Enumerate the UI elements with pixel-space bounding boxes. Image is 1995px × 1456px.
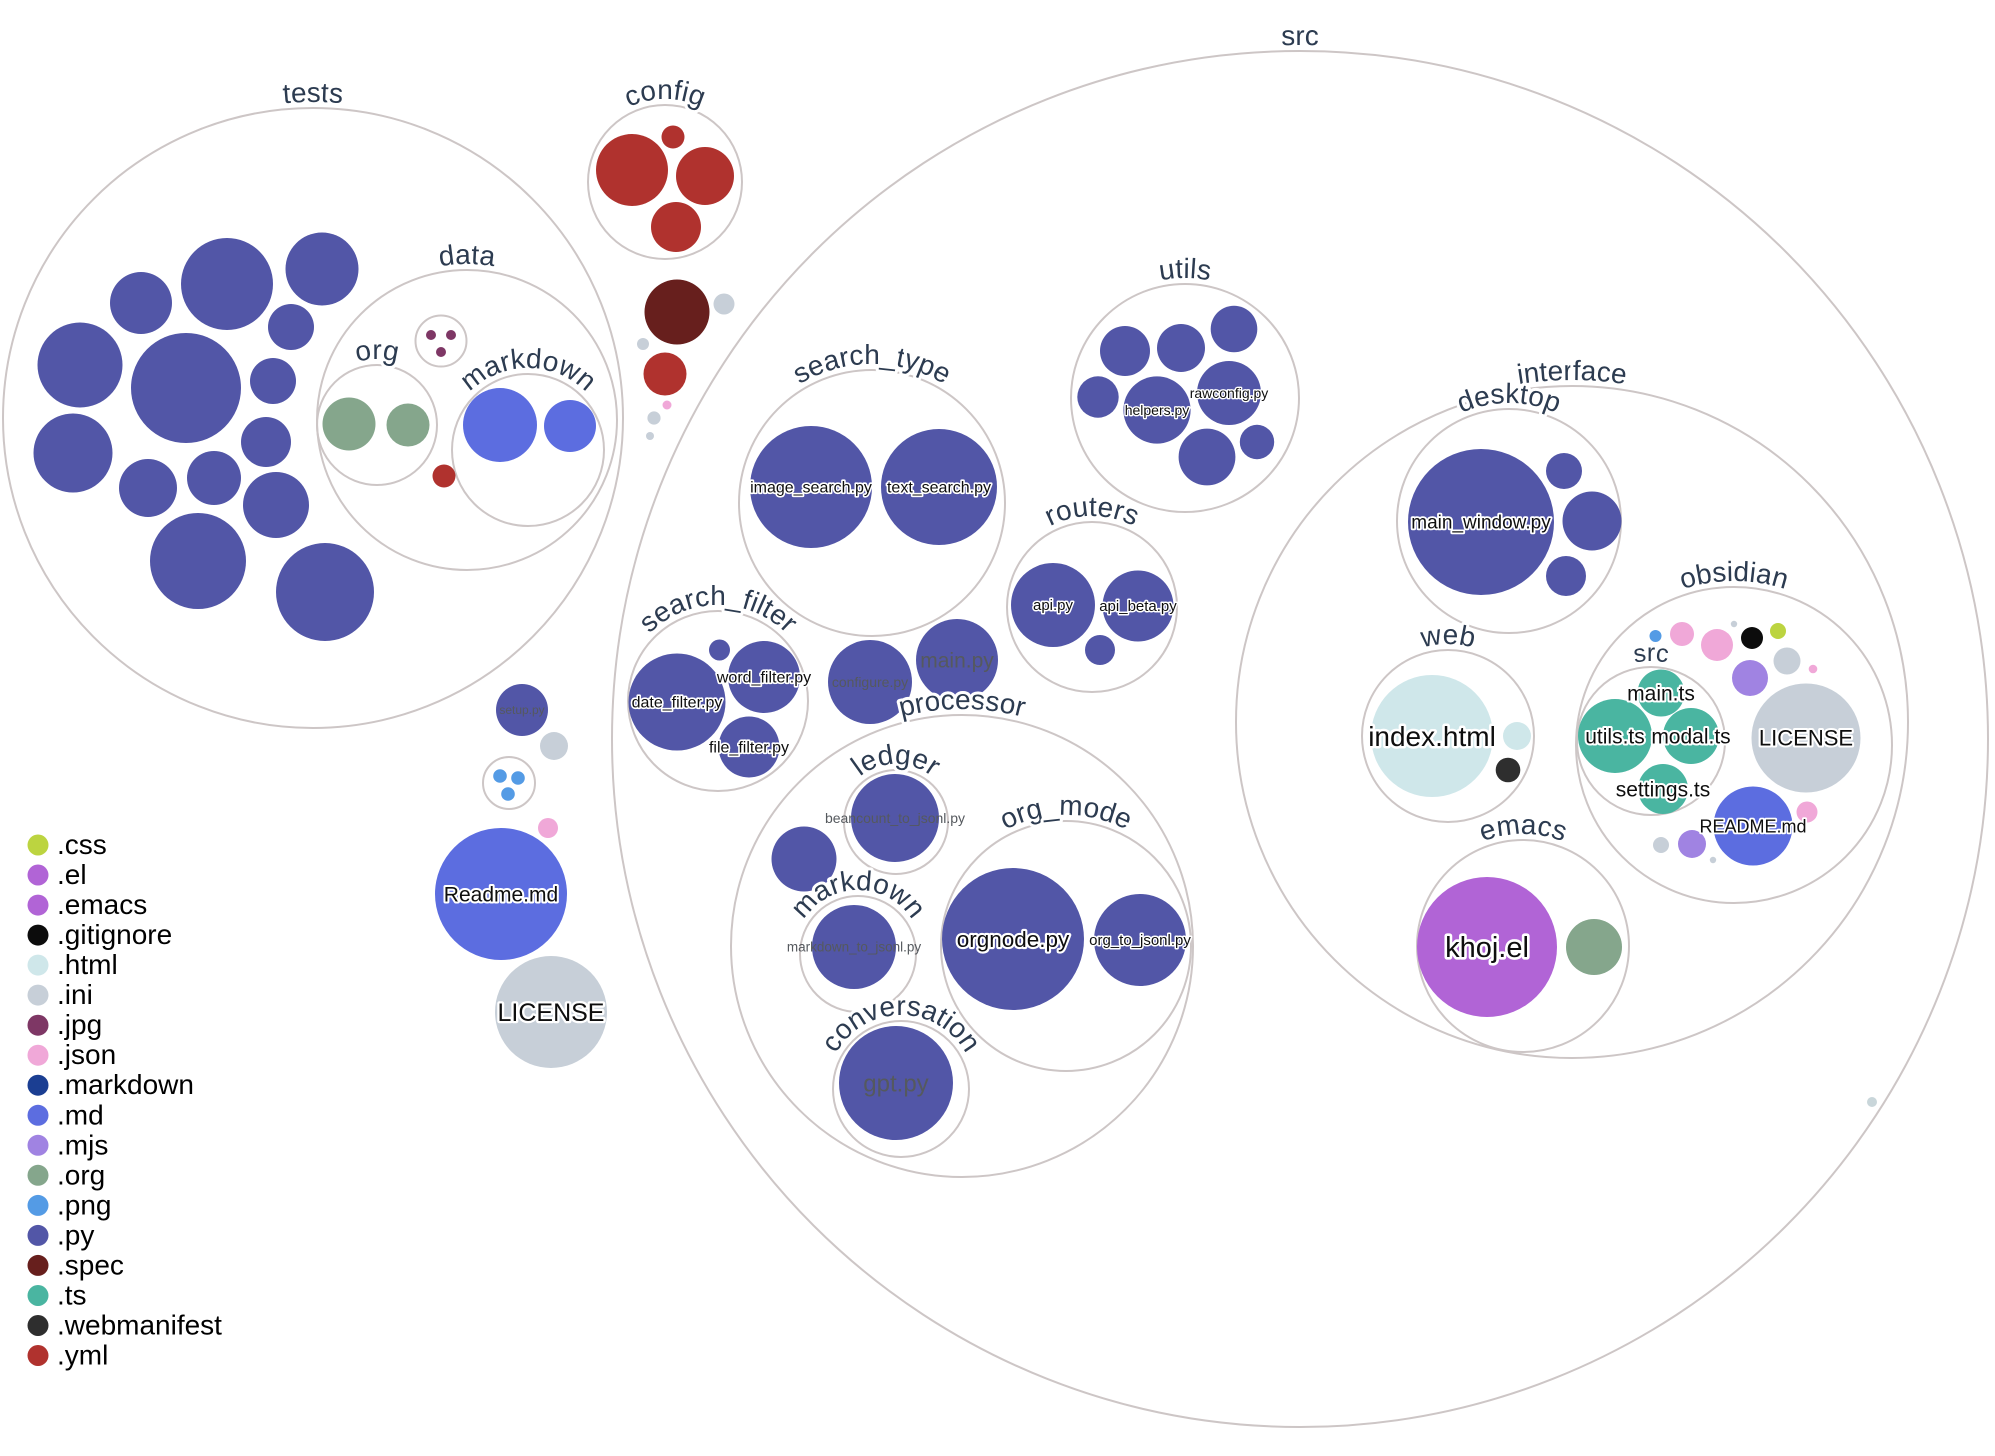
svg-text:.gitignore: .gitignore [57, 919, 172, 950]
svg-text:text_search.py: text_search.py [887, 480, 991, 497]
svg-text:LICENSE: LICENSE [1759, 726, 1853, 751]
svg-text:markdown_to_jsonl.py: markdown_to_jsonl.py [787, 940, 922, 955]
svg-text:.org: .org [57, 1159, 105, 1190]
svg-text:README.md: README.md [1699, 816, 1806, 836]
svg-text:date_filter.py: date_filter.py [632, 695, 723, 712]
svg-text:setup.py: setup.py [499, 703, 544, 717]
svg-text:orgnode.py: orgnode.py [957, 927, 1070, 952]
svg-text:helpers.py: helpers.py [1125, 402, 1190, 418]
svg-text:word_filter.py: word_filter.py [716, 670, 811, 687]
svg-text:settings.ts: settings.ts [1616, 778, 1711, 801]
svg-text:.py: .py [57, 1219, 94, 1250]
svg-text:.json: .json [57, 1039, 116, 1070]
svg-text:utils: utils [1157, 253, 1214, 286]
svg-text:tests: tests [281, 77, 344, 109]
svg-text:.spec: .spec [57, 1249, 124, 1280]
svg-text:main.py: main.py [920, 649, 994, 672]
svg-text:data: data [437, 239, 498, 272]
svg-text:.ts: .ts [57, 1280, 87, 1311]
svg-text:beancount_to_jsonl.py: beancount_to_jsonl.py [825, 810, 965, 826]
svg-text:api_beta.py: api_beta.py [1099, 598, 1177, 615]
svg-text:index.html: index.html [1368, 721, 1496, 752]
svg-text:api.py: api.py [1033, 597, 1074, 614]
svg-text:file_filter.py: file_filter.py [709, 740, 789, 757]
svg-text:.md: .md [57, 1099, 104, 1130]
svg-text:configure.py: configure.py [832, 674, 908, 690]
svg-text:interface: interface [1515, 355, 1629, 390]
svg-text:LICENSE: LICENSE [498, 999, 605, 1027]
svg-text:.ini: .ini [57, 979, 93, 1010]
svg-text:.mjs: .mjs [57, 1129, 108, 1160]
svg-text:main_window.py: main_window.py [1411, 513, 1551, 534]
svg-text:.yml: .yml [57, 1340, 108, 1371]
svg-text:main.ts: main.ts [1627, 682, 1695, 705]
svg-text:image_search.py: image_search.py [750, 480, 872, 497]
svg-text:.png: .png [57, 1189, 112, 1220]
svg-text:khoj.el: khoj.el [1445, 932, 1529, 964]
svg-text:src: src [1281, 20, 1319, 51]
svg-text:.emacs: .emacs [57, 889, 147, 920]
svg-text:gpt.py: gpt.py [863, 1070, 928, 1097]
svg-text:modal.ts: modal.ts [1651, 725, 1730, 748]
svg-text:.html: .html [57, 949, 118, 980]
svg-text:src: src [1632, 639, 1671, 668]
svg-text:Readme.md: Readme.md [444, 883, 558, 906]
svg-text:org: org [352, 334, 401, 368]
svg-text:.webmanifest: .webmanifest [57, 1310, 222, 1341]
svg-text:rawconfig.py: rawconfig.py [1190, 385, 1269, 401]
svg-text:.el: .el [57, 859, 87, 890]
svg-text:.css: .css [57, 829, 107, 860]
svg-text:.jpg: .jpg [57, 1009, 102, 1040]
svg-text:.markdown: .markdown [57, 1069, 194, 1100]
svg-text:utils.ts: utils.ts [1585, 725, 1645, 748]
svg-text:web: web [1417, 619, 1478, 653]
svg-text:org_to_jsonl.py: org_to_jsonl.py [1089, 932, 1191, 949]
